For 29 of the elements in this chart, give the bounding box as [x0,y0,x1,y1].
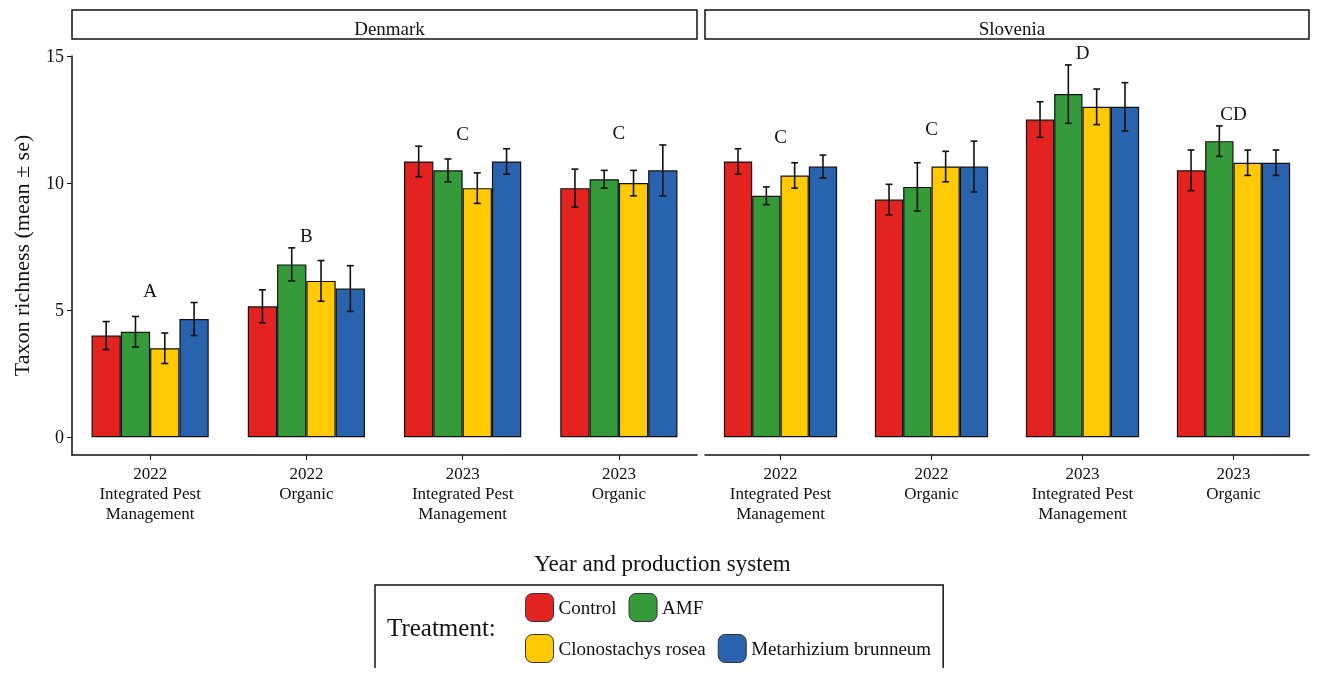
x-tick-label: 2022 Organic [279,463,335,503]
legend-label: AMF [662,597,704,618]
legend-label: Control [558,597,617,618]
x-tick-label: 2022 Integrated Pest Management [99,463,202,523]
x-tick-label: 2023 Organic [591,463,647,503]
annotation: C [456,123,469,145]
y-tick-label: 10 [46,173,64,194]
annotation: A [143,279,158,301]
annotation: C [612,121,626,143]
y-tick-label: 15 [46,46,64,66]
x-tick-label: 2023 Integrated Pest Management [1031,463,1134,523]
annotation: C [925,118,938,140]
x-tick-label: 2023 Integrated Pest Management [411,463,514,523]
annotation: D [1075,41,1090,63]
annotation: CD [1220,102,1247,124]
legend-title: Treatment: [387,613,496,641]
chart-title: Denmark [354,18,426,39]
x-tick-label: 2023 Organic [1206,463,1262,503]
x-tick-label: 2022 Organic [904,463,960,503]
legend-label: Clonostachys rosea [558,638,707,659]
y-axis-title: Taxon richness (mean ± se) [8,134,34,377]
y-tick-label: 0 [55,427,64,448]
annotation: B [300,224,313,246]
y-tick-label: 5 [55,300,64,321]
x-axis-title: Year and production system [534,551,791,576]
chart-title: Slovenia [978,18,1046,39]
annotation: C [774,125,787,147]
x-tick-label: 2022 Integrated Pest Management [729,463,832,523]
legend-label: Metarhizium brunneum [751,638,932,659]
